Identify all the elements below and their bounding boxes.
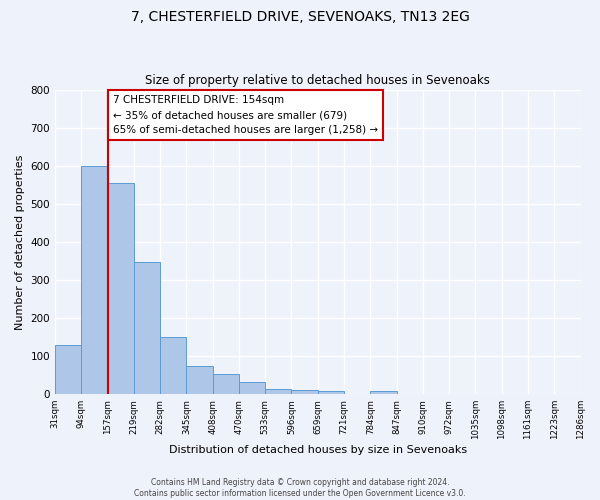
Bar xyxy=(160,337,187,394)
Text: 7, CHESTERFIELD DRIVE, SEVENOAKS, TN13 2EG: 7, CHESTERFIELD DRIVE, SEVENOAKS, TN13 2… xyxy=(131,10,469,24)
Bar xyxy=(134,262,160,394)
Bar xyxy=(107,183,134,394)
Bar xyxy=(82,166,107,394)
Bar xyxy=(187,366,212,394)
Y-axis label: Number of detached properties: Number of detached properties xyxy=(15,154,25,330)
Text: Contains HM Land Registry data © Crown copyright and database right 2024.
Contai: Contains HM Land Registry data © Crown c… xyxy=(134,478,466,498)
Text: 7 CHESTERFIELD DRIVE: 154sqm
← 35% of detached houses are smaller (679)
65% of s: 7 CHESTERFIELD DRIVE: 154sqm ← 35% of de… xyxy=(113,96,378,135)
Bar xyxy=(239,382,265,394)
Title: Size of property relative to detached houses in Sevenoaks: Size of property relative to detached ho… xyxy=(145,74,490,87)
Bar xyxy=(265,389,292,394)
Bar xyxy=(212,374,239,394)
Bar xyxy=(292,390,318,394)
X-axis label: Distribution of detached houses by size in Sevenoaks: Distribution of detached houses by size … xyxy=(169,445,467,455)
Bar xyxy=(55,346,82,394)
Bar xyxy=(370,391,397,394)
Bar xyxy=(318,391,344,394)
